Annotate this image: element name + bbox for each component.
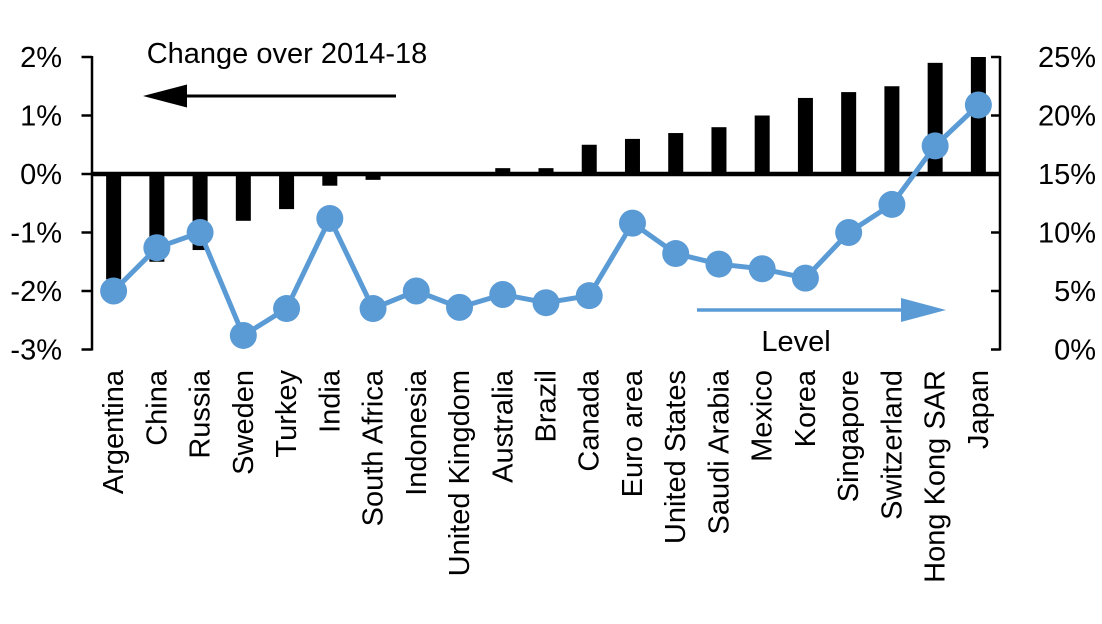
level-marker-russia (186, 219, 214, 246)
level-marker-euro-area (618, 209, 646, 237)
level-marker-united-states (662, 240, 690, 268)
category-label-united-kingdom: United Kingdom (444, 370, 476, 576)
level-marker-hong-kong-sar (921, 132, 949, 160)
bar-turkey (279, 174, 295, 210)
level-marker-switzerland (878, 190, 906, 218)
category-label-mexico: Mexico (747, 370, 779, 462)
category-label-hong-kong-sar: Hong Kong SAR (920, 370, 952, 583)
level-marker-sweden (229, 321, 257, 349)
left-axis-tick-label: -2% (10, 276, 62, 308)
bar-saudi-arabia (711, 127, 727, 174)
line-series-annotation: Level (697, 298, 946, 358)
category-label-united-states: United States (660, 370, 692, 544)
right-axis-tick-label: 0% (1054, 335, 1096, 367)
level-marker-argentina (100, 277, 128, 305)
category-label-russia: Russia (185, 369, 217, 459)
level-marker-china (143, 234, 171, 262)
left-axis-tick-label: 0% (20, 159, 62, 191)
level-marker-mexico (748, 255, 776, 283)
category-label-switzerland: Switzerland (876, 370, 908, 520)
category-label-singapore: Singapore (833, 370, 865, 502)
bar-series (106, 57, 986, 280)
bar-south-africa (365, 174, 381, 180)
level-marker-india (316, 204, 344, 232)
category-label-india: India (314, 369, 346, 433)
left-axis-tick-label: -3% (10, 335, 62, 367)
category-label-argentina: Argentina (98, 369, 130, 494)
right-arrow-icon (901, 298, 946, 322)
category-label-canada: Canada (574, 369, 606, 471)
bar-sweden (235, 174, 251, 221)
level-marker-united-kingdom (446, 293, 474, 321)
axes: 2% 1% 0% -1% -2% -3% 25% 20% 15% 10% 5% 0% Argentina… (10, 42, 1096, 583)
left-arrow-icon (143, 84, 187, 108)
bar-series-label: Change over 2014-18 (147, 38, 428, 70)
category-label-china: China (141, 369, 173, 446)
category-label-japan: Japan (963, 370, 995, 449)
level-marker-australia (489, 281, 517, 309)
category-label-brazil: Brazil (531, 370, 563, 443)
level-marker-turkey (273, 295, 301, 323)
right-axis-tick-label: 20% (1038, 101, 1096, 133)
category-label-turkey: Turkey (271, 370, 303, 458)
category-label-australia: Australia (487, 369, 519, 483)
right-axis-tick-label: 5% (1054, 276, 1096, 308)
bar-korea (797, 97, 813, 174)
left-axis-tick-label: 2% (20, 42, 62, 74)
right-axis-tick-label: 15% (1038, 159, 1096, 191)
bar-united-states (668, 133, 684, 174)
bar-india (322, 174, 338, 186)
level-marker-korea (791, 264, 819, 292)
category-label-korea: Korea (790, 369, 822, 447)
left-axis-tick-label: -1% (10, 218, 62, 250)
right-axis-tick-label: 25% (1038, 42, 1096, 74)
bar-singapore (841, 92, 857, 174)
bar-canada (581, 144, 597, 174)
bar-argentina (106, 174, 122, 280)
left-axis-tick-label: 1% (20, 101, 62, 133)
level-marker-singapore (835, 219, 863, 246)
bar-mexico (754, 115, 770, 174)
category-label-saudi-arabia: Saudi Arabia (703, 369, 735, 534)
level-marker-canada (575, 282, 603, 310)
bar-switzerland (884, 86, 900, 174)
bar-series-annotation: Change over 2014-18 (143, 38, 427, 108)
level-marker-brazil (532, 289, 560, 317)
category-label-euro-area: Euro area (617, 369, 649, 497)
level-marker-japan (964, 91, 992, 119)
bar-brazil (538, 168, 554, 174)
right-axis-tick-label: 10% (1038, 218, 1096, 250)
bar-euro-area (624, 138, 640, 174)
line-series-label: Level (761, 326, 830, 358)
category-label-indonesia: Indonesia (401, 369, 433, 496)
level-marker-indonesia (402, 277, 430, 305)
bar-australia (495, 168, 511, 174)
line-series (100, 91, 992, 349)
category-label-sweden: Sweden (228, 370, 260, 475)
level-marker-south-africa (359, 295, 387, 323)
category-label-south-africa: South Africa (358, 369, 390, 526)
level-marker-saudi-arabia (705, 250, 733, 278)
